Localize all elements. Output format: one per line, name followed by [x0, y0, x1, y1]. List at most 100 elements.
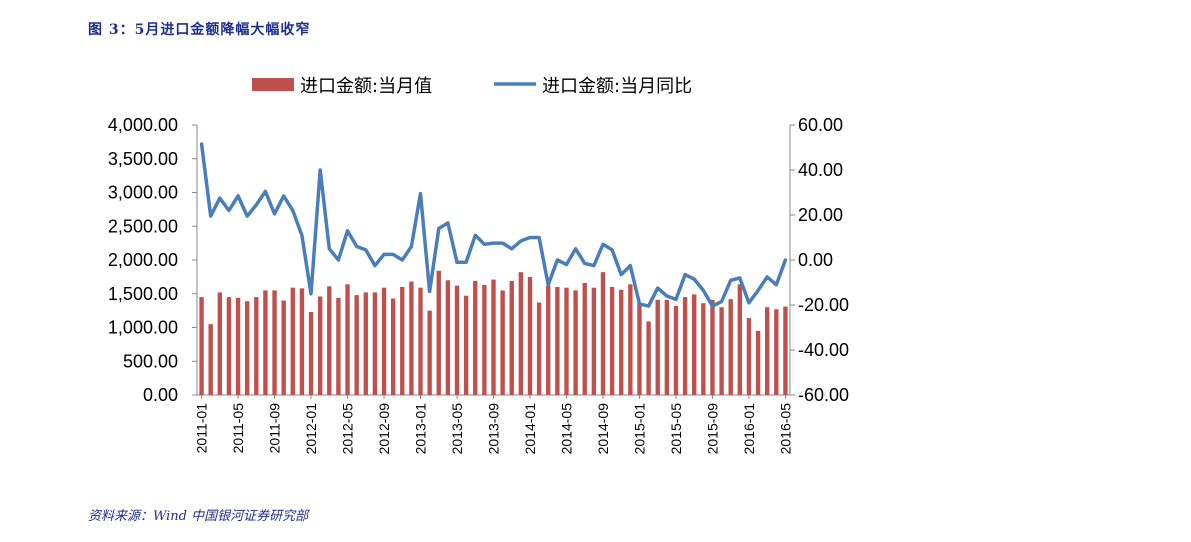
bar-series	[199, 270, 788, 395]
bar	[317, 296, 323, 395]
bar	[372, 292, 378, 395]
x-tick-label: 2011-05	[230, 403, 246, 454]
x-tick-label: 2011-01	[194, 403, 210, 454]
bar	[299, 288, 305, 395]
x-tick-label: 2012-05	[340, 403, 356, 455]
left-axis-tick-label: 3,000.00	[108, 183, 178, 203]
source-note: 资料来源：Wind 中国银河证券研究部	[88, 509, 309, 524]
bar	[272, 290, 277, 395]
right-axis-tick-label: -40.00	[798, 340, 849, 360]
bar	[244, 301, 250, 395]
bar	[308, 311, 314, 395]
right-axis-tick-label: 40.00	[798, 160, 843, 180]
x-tick-label: 2013-01	[413, 403, 429, 455]
x-tick-label: 2016-05	[777, 403, 793, 455]
bar	[445, 280, 451, 395]
left-axis-tick-label: 4,000.00	[108, 115, 178, 135]
left-axis-tick-label: 500.00	[123, 351, 178, 371]
bar	[710, 299, 715, 395]
x-tick-label: 2013-05	[449, 403, 465, 455]
left-axis-tick-label: 2,500.00	[108, 216, 178, 236]
line-series	[199, 142, 788, 308]
x-tick-label: 2015-05	[668, 403, 684, 455]
bar	[473, 280, 478, 395]
bar	[482, 284, 487, 395]
bar	[564, 287, 569, 395]
bar	[327, 286, 332, 395]
bar	[655, 299, 660, 395]
bar	[281, 300, 286, 395]
legend-swatch-bar	[252, 78, 294, 91]
x-tick-label: 2011-09	[267, 403, 283, 454]
legend-label-bar: 进口金额:当月值	[300, 76, 432, 97]
x-tick-label: 2014-09	[595, 403, 611, 455]
bar	[682, 297, 688, 395]
bar	[491, 279, 496, 395]
bar	[217, 292, 222, 395]
bar	[609, 287, 615, 395]
x-tick-label: 2012-09	[376, 403, 392, 455]
right-axis-tick-label: -20.00	[798, 295, 849, 315]
bar	[518, 272, 524, 395]
series-line	[199, 142, 788, 308]
bar	[199, 297, 204, 395]
bar	[409, 281, 414, 395]
bar	[235, 297, 241, 395]
bar	[719, 307, 724, 395]
bar	[755, 330, 761, 395]
bar	[783, 306, 788, 395]
left-axis-tick-label: 3,500.00	[108, 149, 178, 169]
figure-title: 图 3：5月进口金额降幅大幅收窄	[88, 22, 311, 38]
left-axis-tick-label: 1,000.00	[108, 318, 178, 338]
bar	[692, 294, 697, 395]
bar	[774, 309, 779, 395]
bar	[746, 318, 752, 395]
bar	[263, 290, 268, 395]
bar	[637, 302, 642, 395]
bar	[381, 287, 387, 395]
right-axis-tick-label: 20.00	[798, 205, 843, 225]
bar	[454, 285, 460, 395]
bar	[500, 290, 505, 395]
bar	[536, 302, 542, 395]
x-tick-label: 2013-09	[486, 403, 502, 455]
bar	[354, 295, 359, 395]
bar	[555, 287, 560, 395]
legend-label-line: 进口金额:当月同比	[542, 76, 692, 97]
x-tick-label: 2015-09	[704, 403, 720, 455]
bar	[728, 299, 733, 395]
bar	[208, 324, 213, 395]
right-axis-tick-label: 60.00	[798, 115, 843, 135]
bar	[390, 298, 396, 395]
bar	[600, 272, 606, 395]
bar	[646, 321, 651, 395]
bar	[527, 276, 533, 395]
bar	[226, 297, 232, 395]
left-axis-tick-label: 2,000.00	[108, 250, 178, 270]
bar	[619, 289, 624, 395]
x-tick-label: 2012-01	[303, 403, 319, 455]
bar	[664, 299, 670, 395]
legend: 进口金额:当月值 进口金额:当月同比	[252, 76, 692, 97]
x-tick-label: 2016-01	[741, 403, 757, 455]
bar	[463, 295, 469, 395]
bar	[509, 280, 514, 395]
bar	[591, 287, 597, 395]
left-axis-tick-label: 0.00	[143, 385, 178, 405]
bar	[701, 303, 706, 395]
bar	[400, 287, 405, 395]
bar	[546, 285, 551, 395]
bar	[628, 284, 633, 395]
bar	[290, 287, 295, 395]
bar	[582, 282, 587, 395]
bar	[737, 284, 743, 395]
bar	[345, 284, 350, 395]
bar	[573, 290, 578, 395]
x-tick-labels: 2011-01 2011-05 2011-09 2012-01 2012-05 2012-…	[194, 395, 793, 455]
right-axis-tick-label: 0.00	[798, 250, 833, 270]
x-tick-label: 2015-01	[631, 403, 647, 455]
left-axis-tick-label: 1,500.00	[108, 284, 178, 304]
x-tick-label: 2014-01	[522, 403, 538, 455]
bar	[765, 307, 770, 395]
